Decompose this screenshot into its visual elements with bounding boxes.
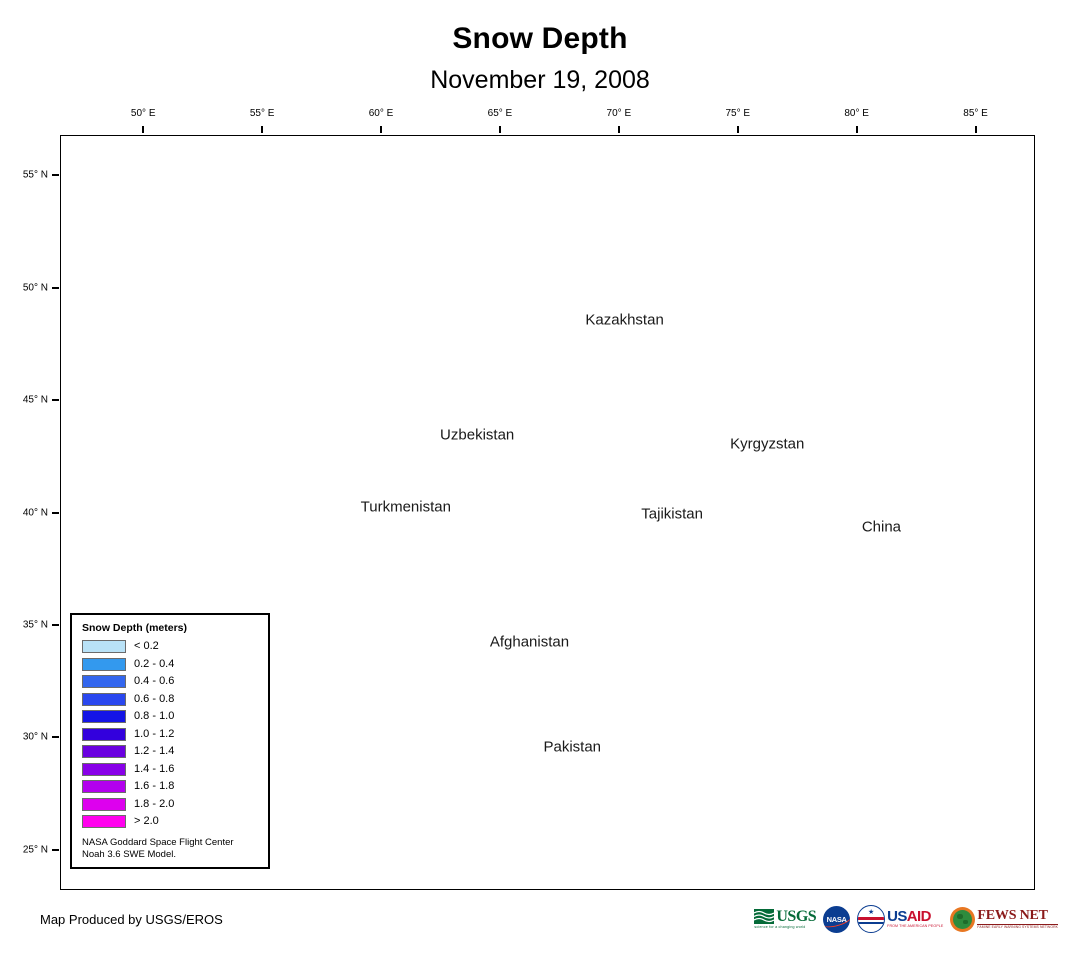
fews-tagline: FAMINE EARLY WARNING SYSTEMS NETWORK — [977, 924, 1058, 929]
lat-tick-25 — [52, 848, 59, 851]
lat-label-25: 25° N — [22, 844, 48, 856]
legend-item: 1.8 - 2.0 — [80, 796, 260, 814]
lon-tick-55 — [261, 126, 264, 133]
lon-label-70: 70° E — [606, 108, 632, 119]
legend-item: 1.4 - 1.6 — [80, 761, 260, 779]
lat-label-55: 55° N — [22, 169, 48, 181]
legend-label: 1.8 - 2.0 — [134, 797, 175, 810]
lat-tick-40 — [52, 511, 59, 514]
usaid-seal-icon: ★ — [857, 905, 886, 933]
page-title: Snow Depth — [452, 22, 628, 55]
legend-swatch — [82, 640, 126, 654]
usaid-logo: ★ USAID FROM THE AMERICAN PEOPLE — [857, 905, 943, 933]
lon-tick-85 — [974, 126, 977, 133]
legend-swatch — [82, 797, 126, 811]
footer-credit: Map Produced by USGS/EROS — [40, 912, 223, 927]
legend-label: 1.4 - 1.6 — [134, 762, 175, 775]
fews-globe-icon — [950, 906, 976, 932]
usgs-logo: USGS science for a changing world — [754, 907, 817, 929]
page-subtitle: November 19, 2008 — [430, 66, 650, 94]
lon-tick-60 — [380, 126, 383, 133]
legend-item: 1.2 - 1.4 — [80, 743, 260, 761]
map-frame[interactable]: Kazakhstan Uzbekistan Turkmenistan Kyrgyzst… — [60, 135, 1035, 890]
legend-label: 1.0 - 1.2 — [134, 727, 175, 740]
logo-strip: USGS science for a changing world NASA ★… — [754, 903, 1058, 935]
lat-label-30: 30° N — [22, 731, 48, 743]
legend-item: 1.0 - 1.2 — [80, 726, 260, 744]
lat-label-40: 40° N — [22, 507, 48, 518]
legend-swatch — [82, 675, 126, 689]
legend-source-line2: Noah 3.6 SWE Model. — [82, 848, 176, 860]
lon-label-65: 65° E — [487, 108, 513, 119]
lat-label-50: 50° N — [22, 282, 48, 294]
legend-swatch — [82, 762, 126, 776]
legend-swatch — [82, 815, 126, 829]
lon-tick-65 — [498, 126, 501, 133]
legend-label: 0.2 - 0.4 — [134, 657, 175, 670]
lon-label-80: 80° E — [844, 108, 869, 119]
legend-items: < 0.2 0.2 - 0.4 0.4 - 0.6 0.6 - 0.8 0.8 - 1.… — [80, 638, 260, 831]
lat-tick-45 — [52, 399, 59, 402]
legend-item: 0.4 - 0.6 — [80, 673, 260, 691]
fews-net-logo: FEWS NET FAMINE EARLY WARNING SYSTEMS NE… — [950, 906, 1058, 932]
lat-label-35: 35° N — [22, 619, 48, 631]
fews-wordmark: FEWS NET — [977, 907, 1048, 923]
lon-tick-80 — [855, 126, 858, 133]
legend-label: 0.6 - 0.8 — [134, 692, 175, 705]
lon-label-75: 75° E — [725, 108, 751, 119]
lon-label-50: 50° E — [130, 108, 156, 119]
legend-label: < 0.2 — [134, 640, 159, 653]
legend-label: 1.6 - 1.8 — [134, 780, 175, 793]
nasa-wordmark: NASA — [826, 914, 847, 924]
legend-item: 0.8 - 1.0 — [80, 708, 260, 726]
usaid-tagline: FROM THE AMERICAN PEOPLE — [887, 924, 944, 929]
usgs-wordmark: USGS — [776, 907, 817, 925]
legend-source-line1: NASA Goddard Space Flight Center — [82, 836, 234, 848]
legend-swatch — [82, 727, 126, 741]
legend-item: 0.6 - 0.8 — [80, 691, 260, 709]
lon-tick-50 — [142, 126, 145, 133]
legend-item: 0.2 - 0.4 — [80, 656, 260, 674]
legend-swatch — [82, 692, 126, 706]
lat-tick-55 — [52, 174, 59, 177]
usaid-wordmark: USAID — [887, 908, 931, 926]
legend-swatch — [82, 710, 126, 724]
lat-tick-30 — [52, 736, 59, 739]
usgs-tagline: science for a changing world — [754, 925, 806, 929]
lon-label-55: 55° E — [249, 108, 275, 119]
lon-tick-70 — [617, 126, 620, 133]
lat-tick-50 — [52, 286, 59, 289]
legend-label: 0.8 - 1.0 — [134, 710, 175, 723]
legend-label: 1.2 - 1.4 — [134, 745, 175, 758]
legend-label: 0.4 - 0.6 — [134, 675, 175, 688]
legend-panel: Snow Depth (meters) < 0.2 0.2 - 0.4 0.4 - … — [70, 613, 270, 869]
legend-swatch — [82, 745, 126, 759]
legend-item: > 2.0 — [80, 813, 260, 831]
legend-label: > 2.0 — [134, 815, 159, 828]
lat-tick-35 — [52, 623, 59, 626]
lat-label-45: 45° N — [22, 394, 48, 406]
lon-tick-75 — [736, 126, 739, 133]
legend-item: < 0.2 — [80, 638, 260, 656]
legend-item: 1.6 - 1.8 — [80, 778, 260, 796]
legend-swatch — [82, 657, 126, 671]
lon-label-85: 85° E — [963, 108, 988, 119]
legend-swatch — [82, 780, 126, 794]
legend-title: Snow Depth (meters) — [82, 622, 188, 634]
usgs-wave-icon — [754, 909, 775, 924]
lon-label-60: 60° E — [368, 108, 394, 119]
nasa-logo: NASA — [823, 905, 851, 933]
legend-source: NASA Goddard Space Flight Center Noah 3.… — [82, 837, 260, 861]
